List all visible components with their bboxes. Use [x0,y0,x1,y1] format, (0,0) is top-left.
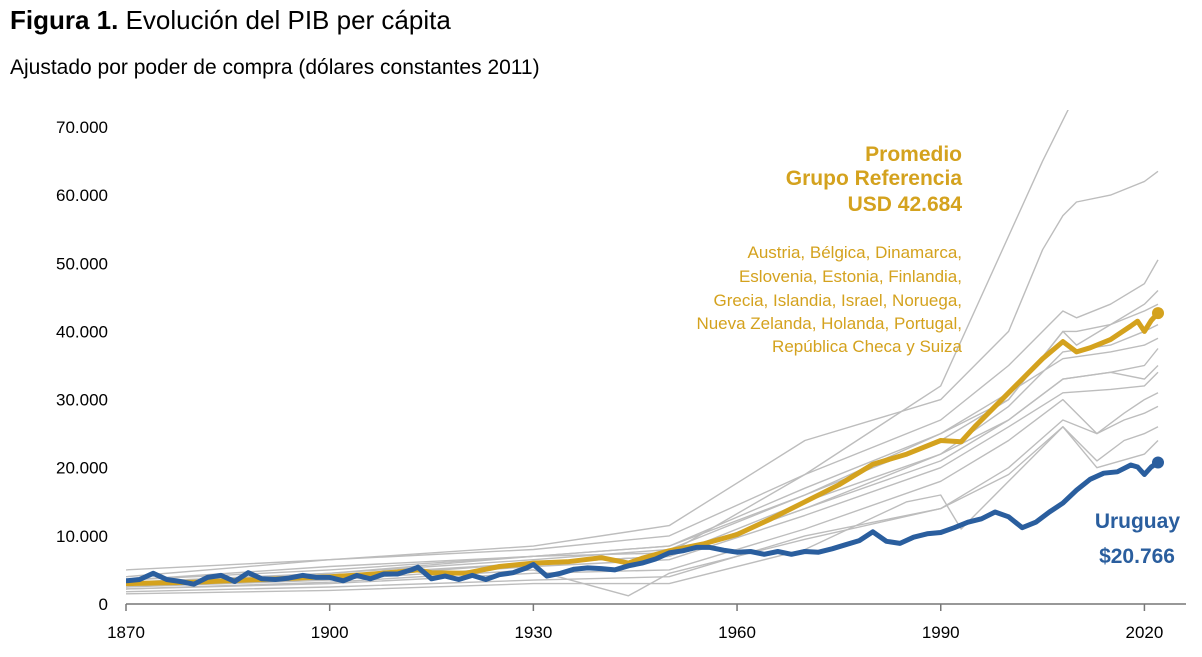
country-series-line [126,323,1159,585]
country-series-line [126,337,1159,583]
uruguay-series-line [126,460,1161,587]
x-tick-label: 2020 [1126,623,1164,642]
reference-countries-line-3: Grecia, Islandia, Israel, Noruega, [713,291,962,310]
chart-title: Evolución del PIB per cápita [125,5,451,35]
figure-label: Figura 1. [10,5,119,35]
reference-label-line-1: Promedio [865,143,962,166]
y-axis-labels: 0 10.000 20.000 30.000 40.000 50.000 60.000 70.… [56,118,108,614]
y-tick-label: 70.000 [56,118,108,137]
country-series-line [126,348,1159,586]
country-series-line [126,290,1159,581]
reference-countries-line-5: República Checa y Suiza [772,337,962,356]
y-tick-label: 40.000 [56,322,108,341]
reference-series-line [126,310,1161,587]
reference-label-line-2: Grupo Referencia [786,167,963,190]
country-series-line [126,426,1159,595]
country-series-line [126,426,1159,597]
x-axis: 1870 1900 1930 1960 1990 2020 [107,603,1186,642]
uruguay-value: $20.766 [1099,545,1175,568]
y-tick-label: 30.000 [56,391,108,410]
y-tick-label: 10.000 [56,527,108,546]
y-tick-label: 0 [99,595,108,614]
country-series-line [126,371,1159,588]
country-lines [126,110,1159,597]
reference-countries-line-4: Nueva Zelanda, Holanda, Portugal, [696,314,962,333]
reference-countries-line-2: Eslovenia, Estonia, Finlandia, [739,267,962,286]
highlight-lines [126,310,1161,587]
y-tick-label: 60.000 [56,186,108,205]
figure-title: Figura 1. Evolución del PIB per cápita [10,4,451,36]
y-tick-label: 20.000 [56,459,108,478]
reference-countries-line-1: Austria, Bélgica, Dinamarca, [748,243,962,262]
y-tick-label: 50.000 [56,254,108,273]
end-markers [1152,307,1164,469]
x-tick-label: 1960 [718,623,756,642]
x-tick-label: 1870 [107,623,145,642]
uruguay-label: Uruguay [1095,510,1181,533]
reference-value: USD 42.684 [848,193,963,216]
x-tick-label: 1930 [514,623,552,642]
reference-end-point [1152,307,1164,320]
x-tick-label: 1990 [922,623,960,642]
country-series-line [126,303,1159,585]
country-series-line [126,170,1159,578]
country-series-line [126,365,1159,588]
country-series-line [126,405,1159,593]
country-series-line [126,259,1159,571]
uruguay-end-point [1152,456,1164,469]
country-series-line [126,110,1069,581]
x-tick-label: 1900 [311,623,349,642]
chart-subtitle: Ajustado por poder de compra (dólares co… [10,56,540,79]
